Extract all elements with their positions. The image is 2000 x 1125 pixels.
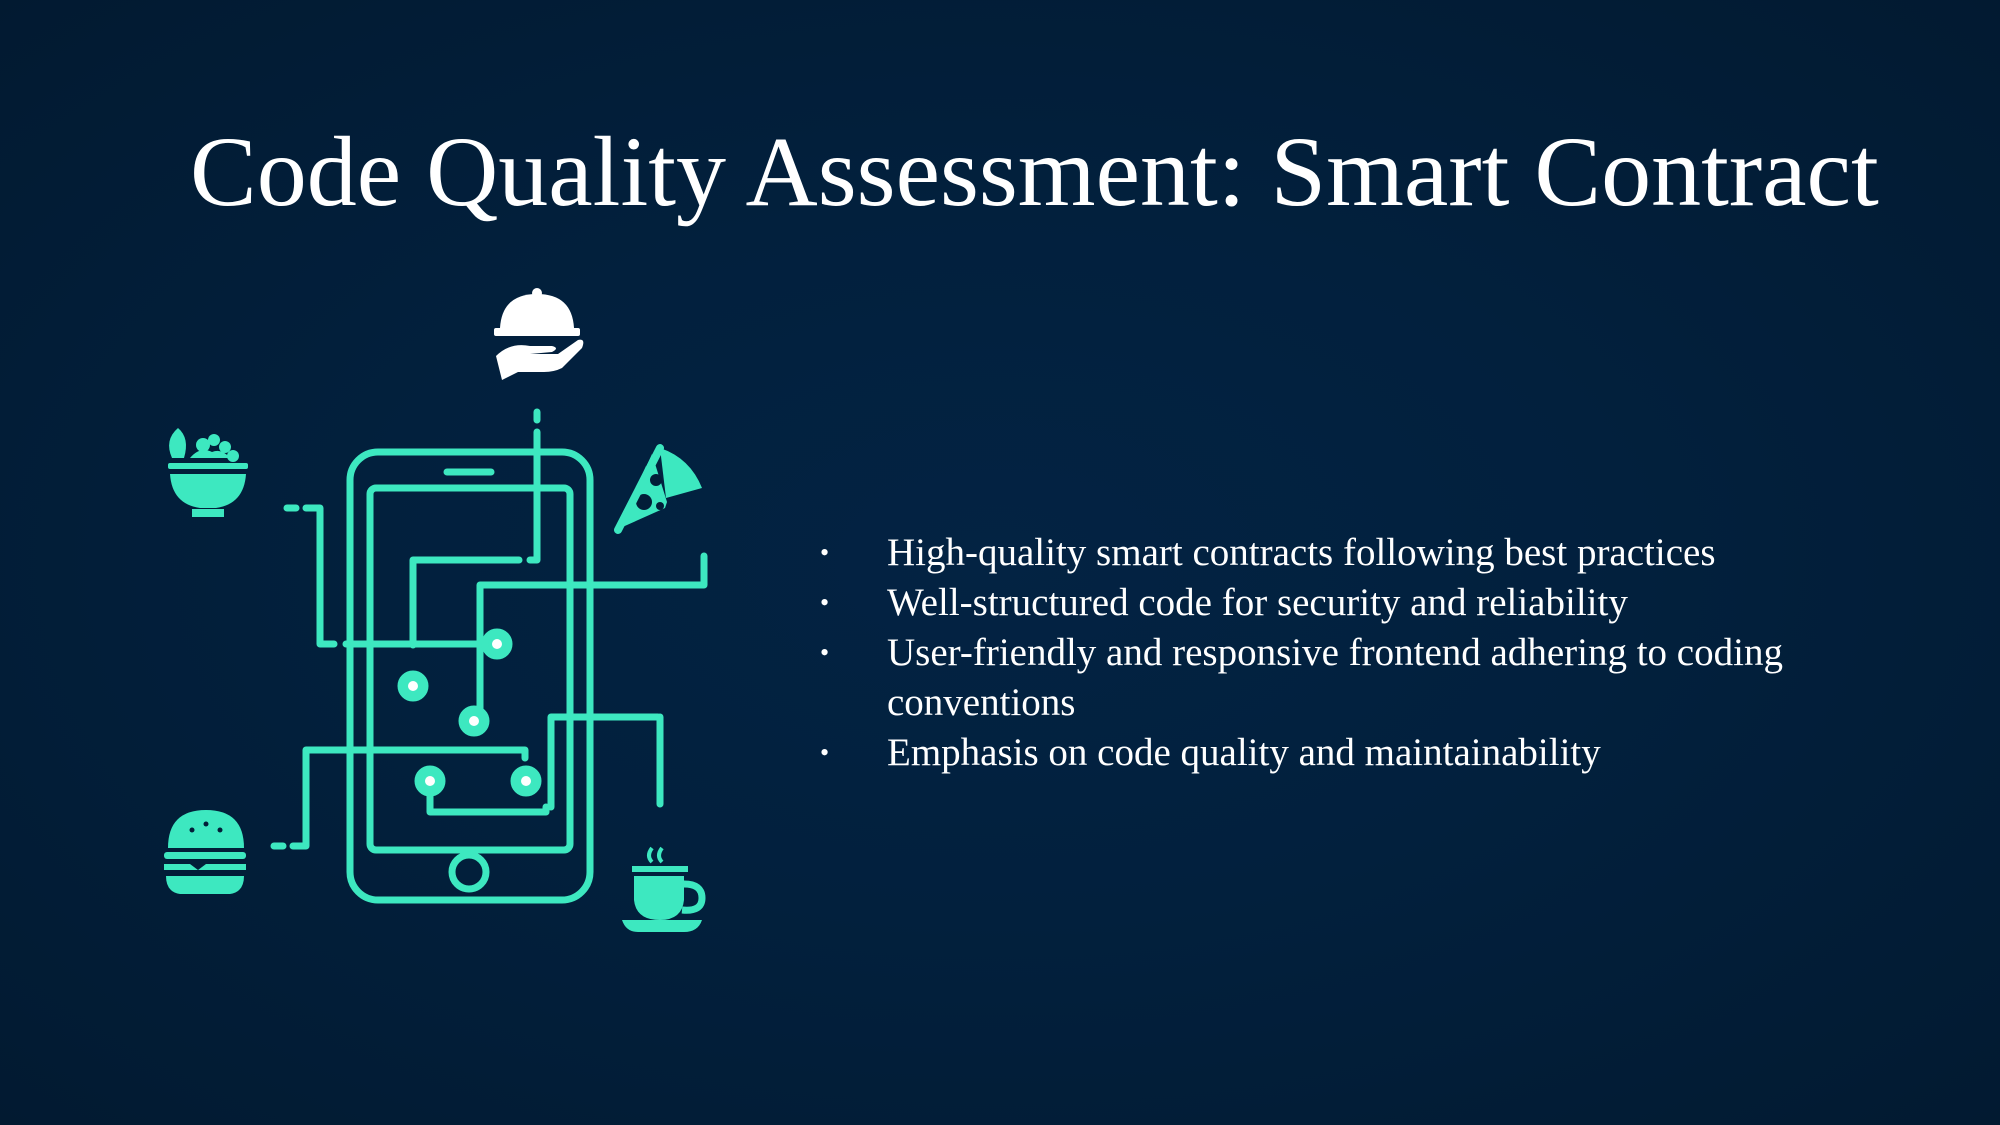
slide-title: Code Quality Assessment: Smart Contract: [190, 116, 1879, 227]
illustration-svg: [164, 288, 708, 932]
bullet-list: • High-quality smart contracts following…: [820, 528, 1900, 778]
bullet-item: • Well-structured code for security and …: [820, 578, 1900, 628]
bullet-text: Emphasis on code quality and maintainabi…: [887, 731, 1601, 774]
bullet-marker: •: [820, 538, 830, 567]
bullet-text: High-quality smart contracts following b…: [887, 531, 1716, 574]
coffee-cup-icon: [622, 846, 706, 932]
smartphone-icon: [346, 448, 594, 904]
circuit-traces: [270, 408, 708, 850]
bullet-item: • High-quality smart contracts following…: [820, 528, 1900, 578]
bullet-text: User-friendly and responsive frontend ad…: [887, 631, 1783, 724]
bullet-marker: •: [820, 638, 830, 667]
circuit-nodes: [397, 628, 542, 797]
food-delivery-app-illustration: [150, 280, 770, 940]
bullet-item: • Emphasis on code quality and maintaina…: [820, 728, 1900, 778]
burger-icon: [164, 810, 246, 894]
bullet-item: • User-friendly and responsive frontend …: [820, 628, 1900, 728]
cloche-serving-icon: [494, 288, 584, 380]
salad-bowl-icon: [168, 428, 248, 517]
pizza-slice-icon: [614, 444, 702, 534]
circuit-node-centers: [408, 639, 531, 786]
bullet-text: Well-structured code for security and re…: [887, 581, 1628, 624]
bullet-marker: •: [820, 738, 830, 767]
bullet-marker: •: [820, 588, 830, 617]
